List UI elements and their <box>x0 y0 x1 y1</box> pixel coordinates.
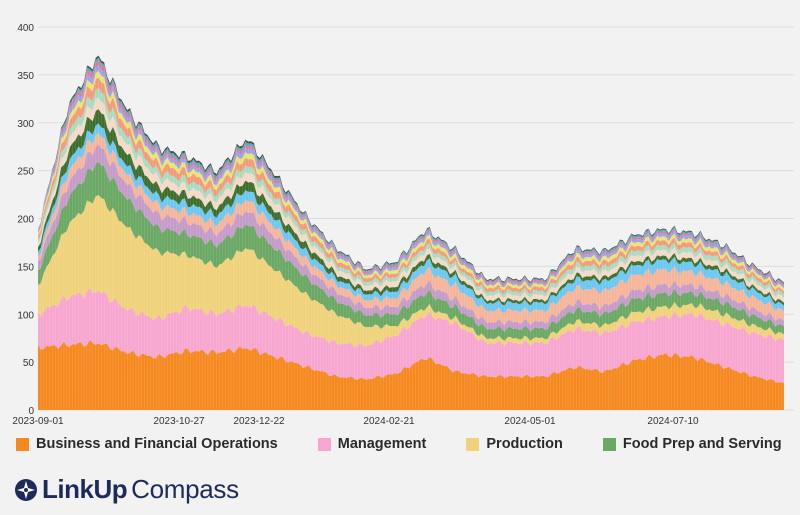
linkup-compass-logo: LinkUp Compass <box>14 474 239 505</box>
series-area-10 <box>38 77 784 295</box>
series-area-15 <box>38 55 784 284</box>
legend-label-production: Production <box>486 436 563 452</box>
legend-item-management[interactable]: Management <box>317 436 427 452</box>
x-tick-label: 2024-05-01 <box>504 416 556 427</box>
series-area-14 <box>38 57 784 285</box>
x-axis-ticks: 2023-09-01 2023-10-27 2023-12-22 2024-02-21… <box>12 416 699 427</box>
series-area-12 <box>38 65 784 289</box>
legend-swatch-food-prep <box>602 437 616 451</box>
x-tick-label: 2023-10-27 <box>153 416 205 427</box>
legend-label-business: Business and Financial Operations <box>36 436 278 452</box>
series-area-4 <box>38 144 784 332</box>
brand-name-light: Compass <box>131 474 239 504</box>
legend-swatch-management <box>317 437 331 451</box>
y-tick-label: 50 <box>23 358 35 369</box>
legend-item-food-prep[interactable]: Food Prep and Serving <box>602 436 782 452</box>
y-tick-label: 400 <box>17 23 34 34</box>
legend: Business and Financial Operations Manage… <box>16 436 782 452</box>
series-area-6 <box>38 123 784 314</box>
series-area-9 <box>38 88 784 298</box>
x-tick-label: 2023-09-01 <box>12 416 64 427</box>
series-area-2 <box>38 195 784 348</box>
series-area-0 <box>38 339 784 410</box>
x-tick-label: 2023-12-22 <box>233 416 285 427</box>
series-area-7 <box>38 109 784 306</box>
legend-swatch-production <box>466 437 480 451</box>
series-areas <box>38 55 784 410</box>
series-area-5 <box>38 132 784 326</box>
legend-label-food-prep: Food Prep and Serving <box>622 436 782 452</box>
y-tick-label: 150 <box>17 262 34 273</box>
y-axis-ticks: 0 50 100 150 200 250 300 350 400 <box>17 23 34 417</box>
y-tick-label: 250 <box>17 167 34 178</box>
y-tick-label: 350 <box>17 71 34 82</box>
y-tick-label: 300 <box>17 119 34 130</box>
y-tick-label: 100 <box>17 310 34 321</box>
legend-item-production[interactable]: Production <box>466 436 563 452</box>
y-tick-label: 200 <box>17 215 34 226</box>
x-tick-label: 2024-02-21 <box>363 416 415 427</box>
brand-name-bold: LinkUp <box>42 474 128 504</box>
series-area-1 <box>38 287 784 384</box>
legend-item-business[interactable]: Business and Financial Operations <box>16 436 278 452</box>
legend-label-management: Management <box>337 436 427 452</box>
x-tick-label: 2024-07-10 <box>647 416 699 427</box>
series-area-11 <box>38 70 784 292</box>
legend-swatch-business <box>16 437 29 451</box>
y-tick-label: 0 <box>28 406 34 417</box>
series-area-13 <box>38 60 784 287</box>
compass-star-icon <box>15 478 37 501</box>
series-area-8 <box>38 97 784 303</box>
series-area-3 <box>38 161 784 341</box>
bar-texture <box>37 55 785 410</box>
